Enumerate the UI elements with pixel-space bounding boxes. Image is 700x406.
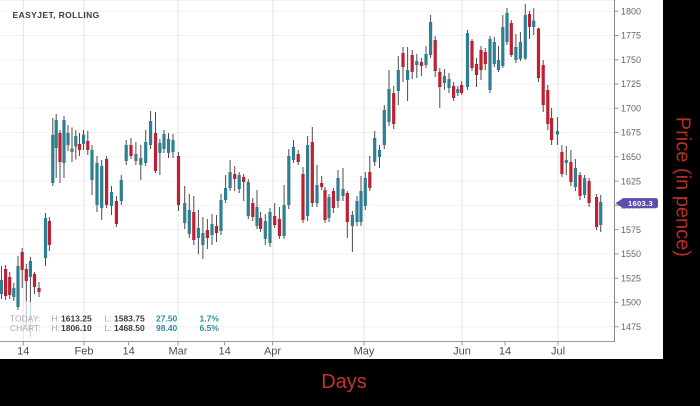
svg-text:1603.3: 1603.3 <box>628 199 653 208</box>
svg-text:EASYJET, ROLLING: EASYJET, ROLLING <box>13 10 100 20</box>
svg-text:14: 14 <box>17 346 29 358</box>
svg-text:14: 14 <box>218 346 230 358</box>
svg-text:L:: L: <box>105 314 112 324</box>
svg-text:1613.25: 1613.25 <box>61 314 92 324</box>
svg-text:6.5%: 6.5% <box>200 323 220 333</box>
svg-text:1806.10: 1806.10 <box>61 323 92 333</box>
svg-text:98.40: 98.40 <box>156 323 178 333</box>
svg-text:1775: 1775 <box>621 31 641 41</box>
svg-text:1525: 1525 <box>621 273 641 283</box>
svg-text:1550: 1550 <box>621 249 641 259</box>
svg-text:Jun: Jun <box>453 346 471 358</box>
svg-text:1800: 1800 <box>621 6 641 16</box>
svg-text:Price (in pence): Price (in pence) <box>672 117 694 257</box>
svg-text:L:: L: <box>105 323 112 333</box>
svg-text:1625: 1625 <box>621 176 641 186</box>
svg-text:Jul: Jul <box>551 346 565 358</box>
svg-text:1750: 1750 <box>621 55 641 65</box>
svg-text:H:: H: <box>52 323 61 333</box>
svg-text:1700: 1700 <box>621 104 641 114</box>
svg-text:14: 14 <box>122 346 134 358</box>
svg-text:1675: 1675 <box>621 128 641 138</box>
svg-text:Mar: Mar <box>169 346 188 358</box>
svg-text:1.7%: 1.7% <box>200 314 220 324</box>
svg-text:1575: 1575 <box>621 225 641 235</box>
svg-text:1468.50: 1468.50 <box>114 323 145 333</box>
svg-text:H:: H: <box>52 314 61 324</box>
svg-text:Feb: Feb <box>75 346 94 358</box>
svg-text:TODAY:: TODAY: <box>10 314 40 324</box>
svg-text:Days: Days <box>321 371 367 393</box>
svg-text:1725: 1725 <box>621 79 641 89</box>
svg-text:27.50: 27.50 <box>156 314 178 324</box>
svg-text:1583.75: 1583.75 <box>114 314 145 324</box>
svg-text:1650: 1650 <box>621 152 641 162</box>
svg-text:1500: 1500 <box>621 298 641 308</box>
svg-text:1475: 1475 <box>621 322 641 332</box>
svg-text:May: May <box>354 346 375 358</box>
svg-text:14: 14 <box>499 346 511 358</box>
svg-text:CHART:: CHART: <box>10 323 41 333</box>
svg-text:Apr: Apr <box>264 346 281 358</box>
